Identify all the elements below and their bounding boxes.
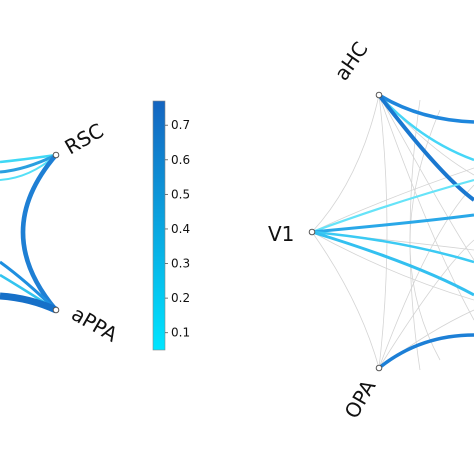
node-v1[interactable]: [308, 228, 316, 236]
right-edge-v1-4: [311, 230, 474, 297]
right-edge-v1-1: [311, 178, 474, 234]
node-ahc[interactable]: [375, 91, 383, 99]
right-edge-v1-3: [311, 230, 474, 264]
left-edge-7: [0, 292, 58, 314]
node-opa[interactable]: [375, 364, 383, 372]
colorbar-tick-label: 0.5: [171, 187, 190, 201]
right-edge-v1-2: [311, 213, 474, 234]
right-edge-ahc-2: [378, 94, 474, 162]
node-label-ahc: aHC: [329, 37, 372, 85]
node-label-rsc: RSC: [61, 118, 108, 159]
colorbar-ticks: 0.1 0.2 0.3 0.4 0.5 0.6 0.7: [165, 118, 190, 340]
left-edge-2: [0, 153, 57, 174]
colorbar-tick-label: 0.2: [171, 291, 190, 305]
right-edge-ahc-1: [378, 93, 474, 124]
background-edges: [311, 94, 474, 371]
node-rsc[interactable]: [52, 151, 60, 159]
node-label-appa: aPPA: [68, 302, 123, 347]
colorbar-tick-label: 0.7: [171, 118, 190, 132]
colorbar-tick-label: 0.1: [171, 326, 190, 340]
node-label-opa: OPA: [340, 375, 381, 422]
left-edge-4: [20, 153, 58, 312]
right-edge-opa-1: [377, 333, 474, 370]
right-edge-ahc-3: [377, 93, 474, 202]
node-appa[interactable]: [52, 306, 60, 314]
colorbar-tick-label: 0.4: [171, 222, 190, 236]
colorbar-tick-label: 0.6: [171, 153, 190, 167]
left-panel: RSC aPPA: [0, 118, 122, 347]
colorbar: 0.1 0.2 0.3 0.4 0.5 0.6 0.7: [152, 100, 190, 351]
left-edge-1: [0, 153, 57, 164]
node-label-v1: V1: [268, 222, 294, 246]
right-panel: aHC V1 OPA: [268, 37, 474, 423]
colorbar-gradient: [152, 100, 166, 351]
colorbar-tick-label: 0.3: [171, 257, 190, 271]
